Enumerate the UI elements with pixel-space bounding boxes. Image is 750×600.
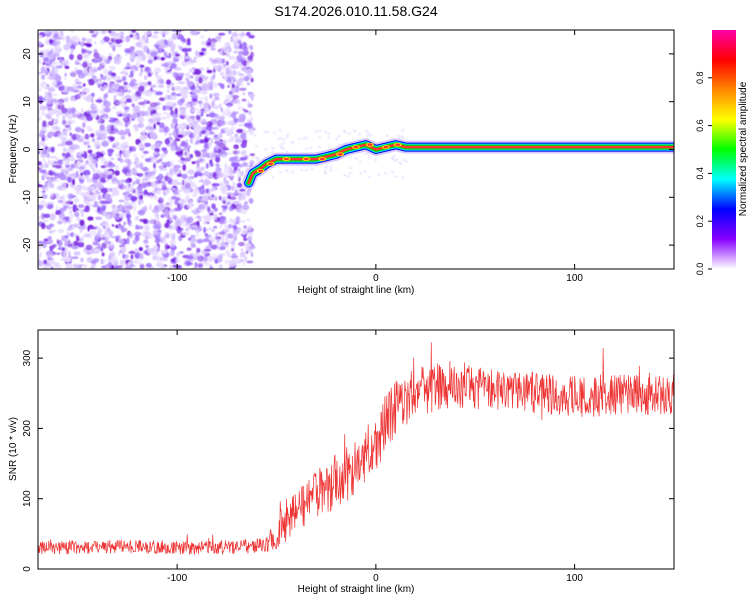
snr-plot-area	[38, 330, 674, 569]
snr-y-tick-label: 100	[22, 490, 33, 507]
snr-y-tick-label: 0	[22, 566, 33, 572]
snr-series-line	[38, 342, 674, 556]
snr-frame	[37, 329, 675, 570]
spectrogram-y-ticks: -20 -10 0 10 20	[22, 48, 674, 252]
colorbar-tick-label: 0.0	[695, 263, 705, 276]
spectrogram-x-tick-label: -100	[167, 273, 187, 284]
spectrogram-y-tick-label: -20	[22, 237, 33, 252]
colorbar-ticks: 0.0 0.2 0.4 0.6 0.8	[695, 72, 712, 276]
colorbar-tick-label: 0.8	[695, 72, 705, 85]
colorbar-label: Normalized spectral amplitude	[738, 81, 749, 216]
spectrogram-x-tick-label: 0	[373, 273, 379, 284]
snr-x-tick-label: -100	[167, 573, 187, 584]
snr-y-label: SNR (10 * v/v)	[8, 417, 19, 481]
colorbar-tick-label: 0.4	[695, 167, 705, 180]
spectrogram-y-tick-label: -10	[22, 190, 33, 205]
spectrogram-x-label: Height of straight line (km)	[298, 285, 415, 296]
colorbar-tick-label: 0.6	[695, 119, 705, 132]
spectrogram-x-ticks: -100 0 100	[167, 30, 583, 284]
spectrogram-y-label: Frequency (Hz)	[8, 115, 19, 184]
figure-title: S174.2026.010.11.58.G24	[274, 3, 437, 19]
spectrogram-y-tick-label: 10	[22, 96, 33, 108]
snr-y-ticks: 0 100 200 300	[22, 349, 674, 572]
snr-x-label: Height of straight line (km)	[298, 584, 415, 595]
snr-x-tick-label: 0	[373, 573, 379, 584]
colorbar: 0.0 0.2 0.4 0.6 0.8 Normalized spectral ampl…	[695, 30, 749, 275]
spectrogram-ridge	[242, 138, 674, 190]
snr-x-ticks: -100 0 100	[167, 330, 583, 584]
snr-y-tick-label: 200	[22, 420, 33, 437]
snr-y-tick-label: 300	[22, 349, 33, 366]
snr-x-tick-label: 100	[566, 573, 583, 584]
spectrogram-x-tick-label: 100	[566, 273, 583, 284]
colorbar-ramp	[712, 30, 736, 269]
spectrogram-noise	[38, 30, 413, 269]
spectrogram-y-tick-label: 0	[22, 146, 33, 152]
snr-panel: -100 0 100 0 100 200 300 Height of straight l…	[8, 329, 675, 595]
spectrogram-y-tick-label: 20	[22, 48, 33, 60]
colorbar-tick-label: 0.2	[695, 215, 705, 228]
